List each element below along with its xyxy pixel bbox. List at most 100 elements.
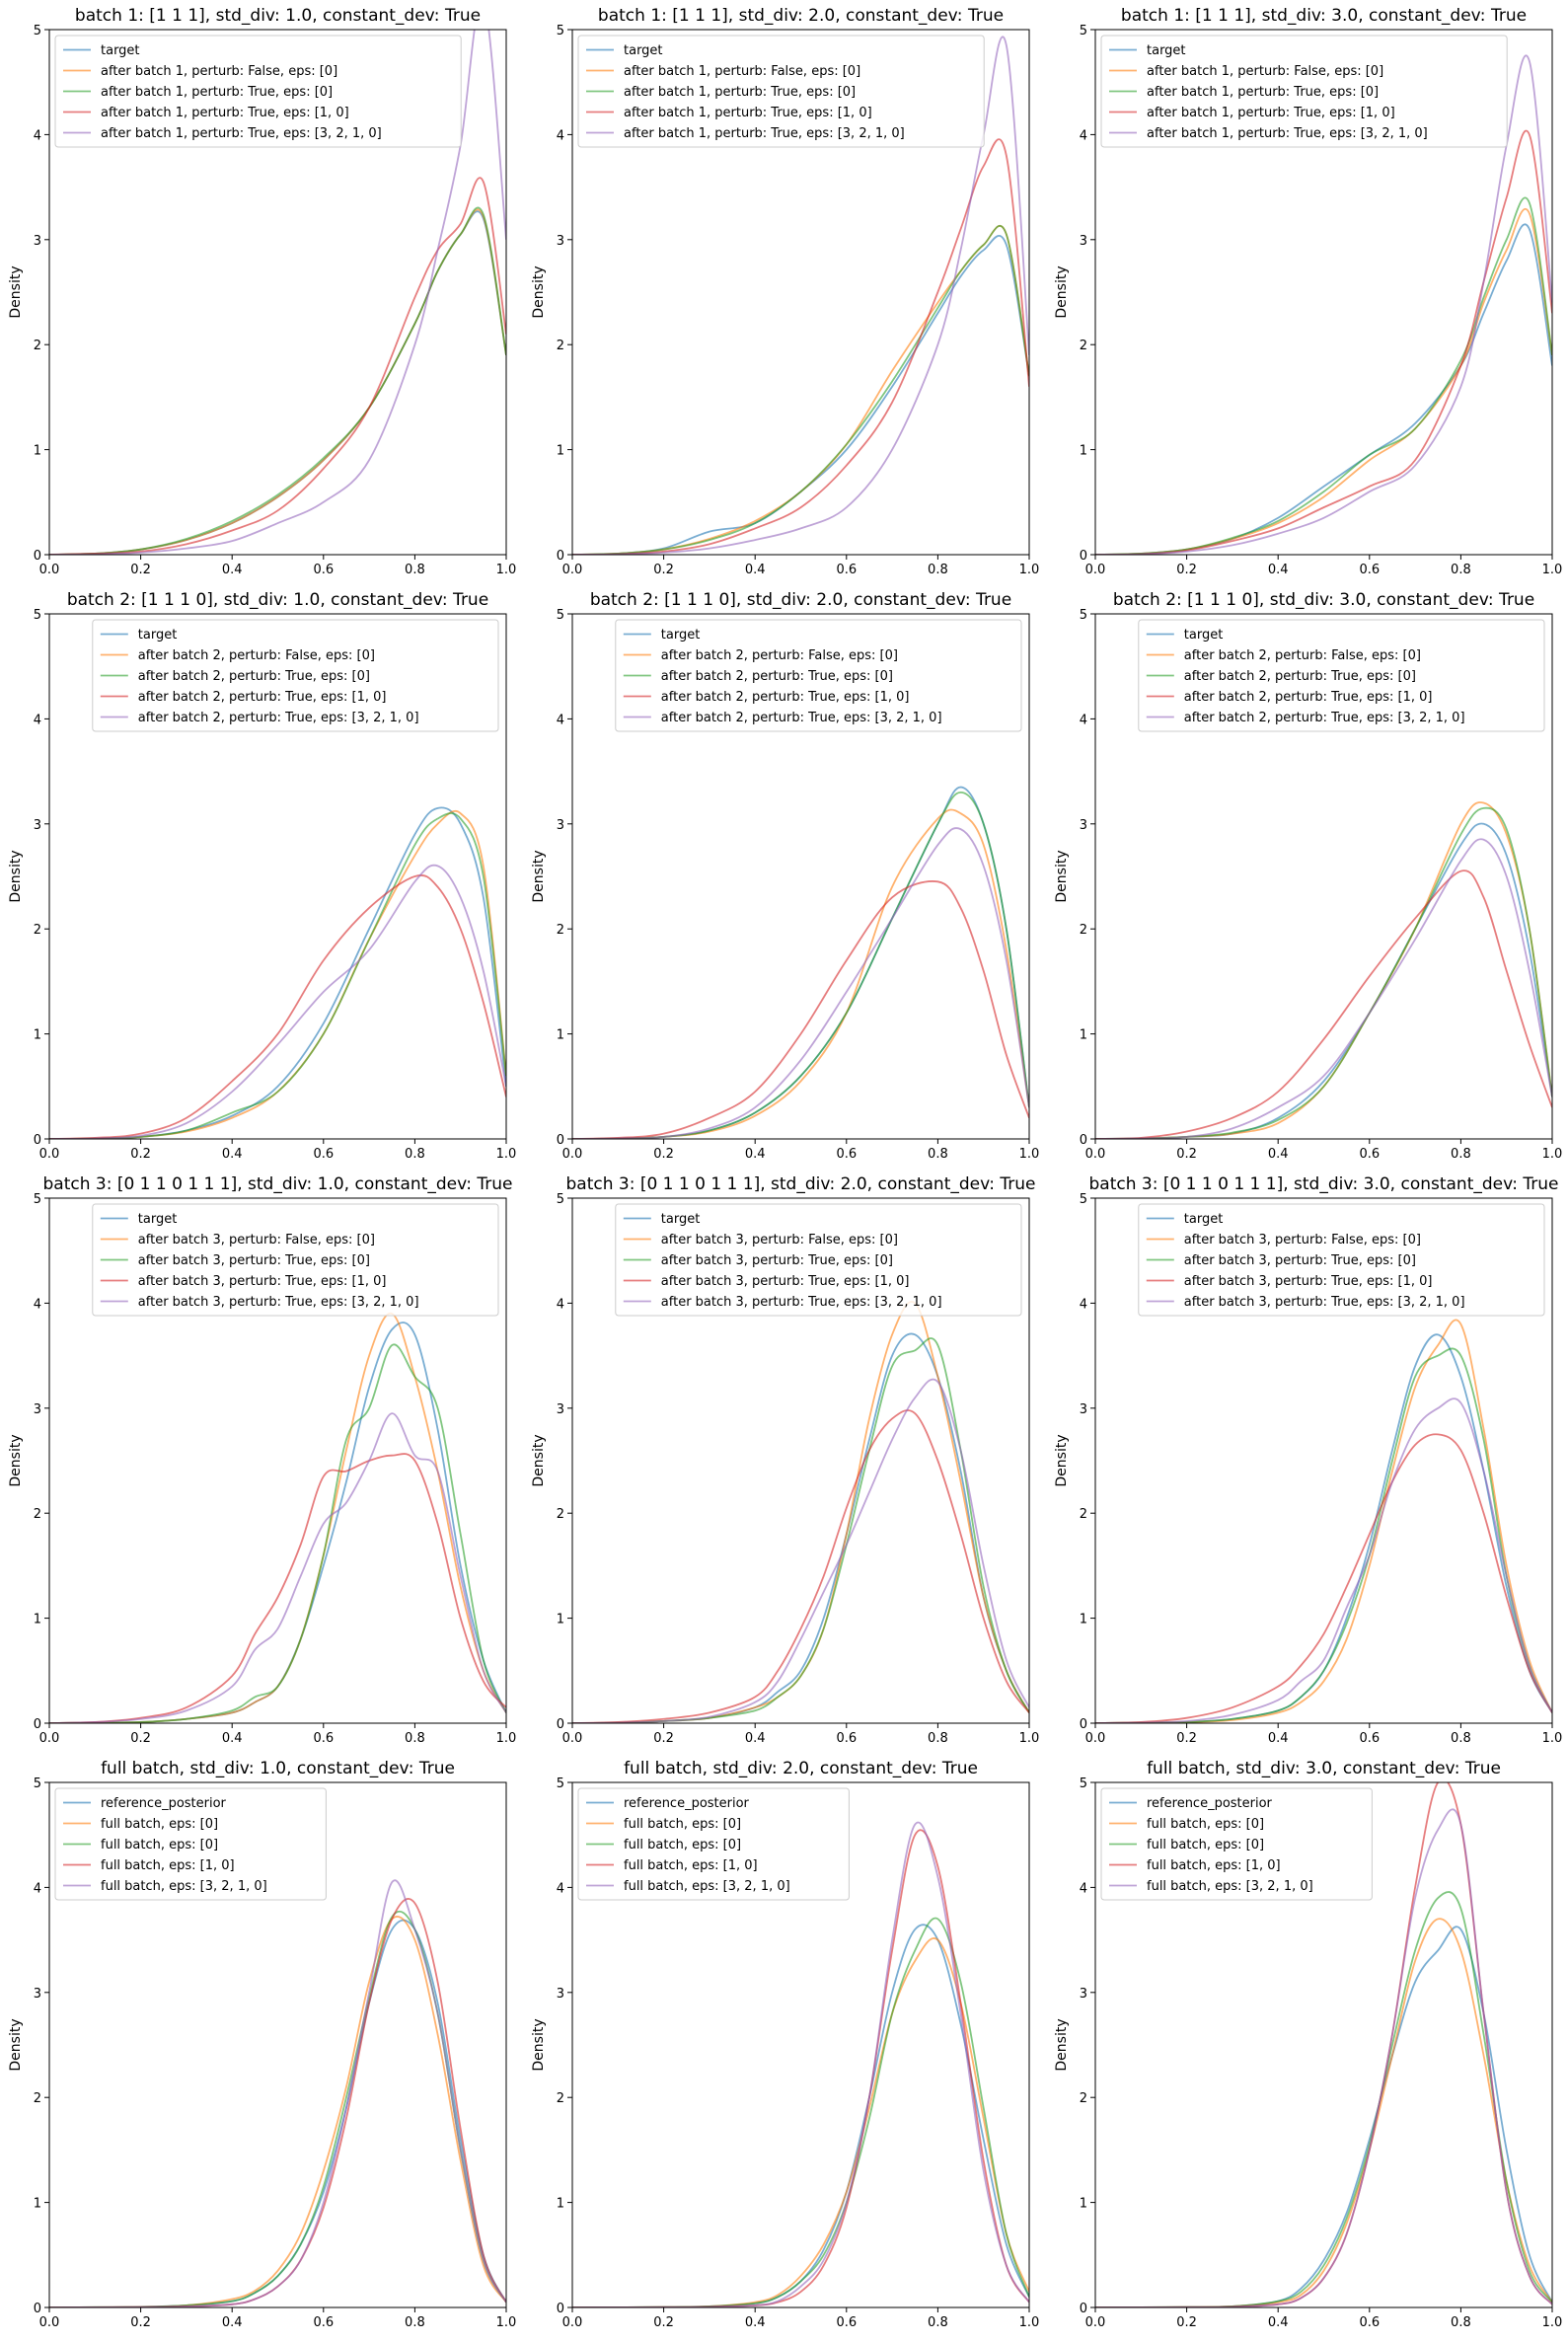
x-tick-label: 1.0 bbox=[1542, 1731, 1563, 1746]
y-axis-label: Density bbox=[8, 850, 24, 902]
x-tick-label: 0.0 bbox=[562, 1731, 583, 1746]
x-tick-label: 0.6 bbox=[313, 563, 334, 577]
legend-label: after batch 1, perturb: False, eps: [0] bbox=[101, 64, 337, 79]
series-line-3 bbox=[572, 791, 1029, 1139]
legend-box bbox=[615, 1203, 1022, 1317]
legend-label: after batch 2, perturb: False, eps: [0] bbox=[138, 648, 375, 663]
series-line-5 bbox=[572, 36, 1029, 555]
x-tick-label: 0.8 bbox=[928, 563, 948, 577]
y-tick-label: 5 bbox=[557, 1192, 564, 1207]
y-tick-label: 4 bbox=[557, 713, 564, 727]
y-tick-label: 1 bbox=[1080, 1613, 1087, 1627]
y-tick-label: 1 bbox=[557, 1028, 564, 1043]
x-tick-label: 0.4 bbox=[745, 2315, 766, 2330]
legend-label: after batch 1, perturb: False, eps: [0] bbox=[1147, 64, 1383, 79]
y-tick-label: 0 bbox=[34, 1717, 41, 1732]
y-tick-label: 1 bbox=[557, 1613, 564, 1627]
x-tick-label: 0.4 bbox=[1268, 2315, 1289, 2330]
series-line-4 bbox=[572, 1829, 1029, 2307]
y-axis-label: Density bbox=[531, 2018, 547, 2071]
x-tick-label: 0.4 bbox=[222, 1731, 243, 1746]
legend-label: full batch, eps: [0] bbox=[624, 1838, 741, 1852]
legend-label: after batch 1, perturb: True, eps: [1, 0… bbox=[624, 106, 872, 120]
y-tick-label: 5 bbox=[557, 24, 564, 38]
series-line-3 bbox=[1095, 806, 1552, 1139]
legend-box bbox=[577, 1787, 850, 1901]
y-tick-label: 2 bbox=[557, 339, 564, 353]
y-tick-label: 4 bbox=[34, 128, 41, 143]
legend-label: after batch 3, perturb: False, eps: [0] bbox=[138, 1233, 375, 1247]
legend-label: after batch 2, perturb: True, eps: [3, 2… bbox=[138, 711, 419, 725]
x-tick-label: 0.0 bbox=[562, 2315, 583, 2330]
x-tick-label: 1.0 bbox=[496, 563, 517, 577]
y-axis-label: Density bbox=[1054, 850, 1070, 902]
series-line-3 bbox=[572, 1337, 1029, 1723]
legend-box bbox=[54, 1787, 327, 1901]
x-tick-label: 0.4 bbox=[745, 1147, 766, 1162]
legend-label: after batch 1, perturb: True, eps: [1, 0… bbox=[1147, 106, 1395, 120]
legend-label: after batch 1, perturb: True, eps: [0] bbox=[1147, 85, 1379, 100]
x-tick-label: 0.2 bbox=[653, 2315, 674, 2330]
series-line-5 bbox=[49, 30, 506, 555]
y-tick-label: 1 bbox=[34, 2197, 41, 2212]
y-tick-label: 4 bbox=[34, 1297, 41, 1312]
x-tick-label: 1.0 bbox=[496, 2315, 517, 2330]
y-tick-label: 3 bbox=[1080, 818, 1087, 833]
subplot-title: batch 1: [1 1 1], std_div: 2.0, constant… bbox=[598, 6, 1004, 26]
series-line-1 bbox=[1095, 1333, 1552, 1723]
y-tick-label: 3 bbox=[557, 818, 564, 833]
legend-label: full batch, eps: [1, 0] bbox=[624, 1858, 758, 1873]
x-tick-label: 1.0 bbox=[1019, 2315, 1040, 2330]
x-tick-label: 0.6 bbox=[313, 2315, 334, 2330]
axes-frame bbox=[571, 1197, 1030, 1724]
legend-label: reference_posterior bbox=[624, 1796, 750, 1811]
series-group bbox=[1095, 1782, 1552, 2307]
x-tick-label: 0.2 bbox=[130, 1147, 151, 1162]
axes-frame bbox=[1094, 1197, 1553, 1724]
legend-label: after batch 2, perturb: True, eps: [0] bbox=[1184, 669, 1416, 684]
legend-label: after batch 3, perturb: True, eps: [3, 2… bbox=[661, 1295, 942, 1310]
series-group bbox=[1095, 801, 1552, 1139]
series-line-4 bbox=[572, 138, 1029, 555]
x-tick-label: 0.0 bbox=[562, 563, 583, 577]
subplot-7: batch 3: [0 1 1 0 1 1 1], std_div: 1.0, … bbox=[8, 1174, 516, 1746]
legend-label: after batch 3, perturb: True, eps: [0] bbox=[138, 1253, 370, 1268]
y-tick-label: 2 bbox=[1080, 2091, 1087, 2106]
subplot-title: batch 2: [1 1 1 0], std_div: 2.0, consta… bbox=[590, 590, 1011, 610]
x-tick-label: 0.2 bbox=[653, 1147, 674, 1162]
x-tick-label: 0.0 bbox=[1085, 1147, 1106, 1162]
y-tick-label: 5 bbox=[34, 24, 41, 38]
x-tick-label: 0.6 bbox=[313, 1147, 334, 1162]
series-line-2 bbox=[572, 808, 1029, 1139]
subplot-1: batch 1: [1 1 1], std_div: 1.0, constant… bbox=[8, 6, 517, 577]
series-group bbox=[49, 806, 506, 1139]
legend-label: full batch, eps: [1, 0] bbox=[1147, 1858, 1281, 1873]
x-tick-label: 0.4 bbox=[222, 563, 243, 577]
x-tick-label: 1.0 bbox=[1542, 563, 1563, 577]
y-axis-label: Density bbox=[8, 2018, 24, 2071]
legend-label: after batch 2, perturb: True, eps: [0] bbox=[138, 669, 370, 684]
legend-label: after batch 3, perturb: True, eps: [3, 2… bbox=[138, 1295, 419, 1310]
x-tick-label: 0.6 bbox=[1359, 2315, 1380, 2330]
y-tick-label: 2 bbox=[1080, 339, 1087, 353]
x-tick-label: 0.0 bbox=[1085, 563, 1106, 577]
x-tick-label: 1.0 bbox=[1019, 1731, 1040, 1746]
series-line-1 bbox=[49, 210, 506, 555]
legend: target after batch 3, perturb: False, eps… bbox=[1138, 1203, 1545, 1317]
x-tick-label: 0.8 bbox=[928, 1731, 948, 1746]
series-line-1 bbox=[49, 806, 506, 1139]
x-tick-label: 0.0 bbox=[39, 1731, 60, 1746]
x-tick-label: 0.6 bbox=[313, 1731, 334, 1746]
legend-label: after batch 2, perturb: True, eps: [1, 0… bbox=[1184, 690, 1433, 705]
legend-box bbox=[1138, 619, 1545, 732]
x-tick-label: 0.0 bbox=[39, 1147, 60, 1162]
y-tick-label: 3 bbox=[557, 1402, 564, 1417]
x-tick-label: 0.0 bbox=[1085, 1731, 1106, 1746]
series-line-4 bbox=[1095, 129, 1552, 555]
subplot-title: batch 3: [0 1 1 0 1 1 1], std_div: 2.0, … bbox=[565, 1174, 1035, 1194]
series-line-3 bbox=[49, 1910, 506, 2307]
series-line-2 bbox=[49, 1916, 506, 2307]
legend: target after batch 2, perturb: False, eps… bbox=[1138, 619, 1545, 732]
